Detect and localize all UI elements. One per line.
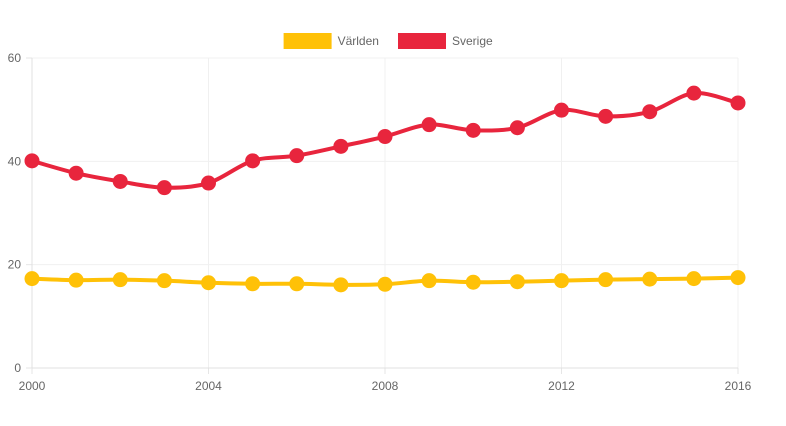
data-point[interactable] — [642, 104, 658, 120]
y-tick-label: 0 — [14, 361, 21, 375]
tick-labels: 0 20 40 60 2000 2004 2008 2012 2016 — [8, 51, 752, 393]
series-sverige — [24, 85, 746, 196]
series-group — [24, 85, 746, 293]
grid-lines — [32, 57, 739, 368]
axes — [26, 57, 739, 374]
y-tick-label: 60 — [8, 51, 22, 65]
data-point[interactable] — [245, 276, 261, 292]
data-point[interactable] — [509, 274, 525, 290]
x-tick-label: 2016 — [725, 379, 752, 393]
legend-label: Sverige — [452, 34, 493, 48]
legend-item[interactable]: Världen — [283, 33, 379, 49]
y-tick-label: 20 — [8, 258, 22, 272]
x-tick-label: 2008 — [372, 379, 399, 393]
data-point[interactable] — [465, 122, 481, 138]
data-point[interactable] — [24, 153, 40, 169]
data-point[interactable] — [201, 175, 216, 191]
data-point[interactable] — [377, 129, 393, 145]
data-point[interactable] — [156, 273, 172, 289]
data-point[interactable] — [289, 276, 305, 292]
data-point[interactable] — [201, 275, 216, 291]
data-point[interactable] — [642, 271, 658, 287]
data-point[interactable] — [68, 272, 84, 288]
data-point[interactable] — [156, 180, 172, 196]
data-point[interactable] — [333, 277, 349, 293]
data-point[interactable] — [245, 153, 261, 169]
legend-label: Världen — [338, 34, 379, 48]
data-point[interactable] — [730, 95, 746, 111]
data-point[interactable] — [730, 270, 746, 286]
legend-swatch — [283, 33, 332, 49]
data-point[interactable] — [509, 120, 525, 136]
data-point[interactable] — [554, 273, 569, 289]
y-tick-label: 40 — [8, 154, 22, 168]
data-point[interactable] — [421, 117, 437, 133]
x-tick-label: 2000 — [19, 379, 46, 393]
legend[interactable]: Världen Sverige — [283, 33, 493, 49]
data-point[interactable] — [112, 173, 128, 189]
data-point[interactable] — [598, 272, 614, 288]
legend-item[interactable]: Sverige — [398, 33, 493, 49]
data-point[interactable] — [465, 274, 481, 290]
data-point[interactable] — [377, 276, 393, 292]
data-point[interactable] — [686, 271, 702, 287]
series-v-rlden — [24, 270, 746, 293]
data-point[interactable] — [24, 271, 40, 287]
data-point[interactable] — [289, 148, 305, 164]
data-point[interactable] — [554, 102, 569, 118]
data-point[interactable] — [68, 165, 84, 181]
legend-swatch — [398, 33, 446, 49]
data-point[interactable] — [686, 85, 702, 101]
x-tick-label: 2004 — [195, 379, 222, 393]
data-point[interactable] — [112, 272, 128, 288]
x-tick-label: 2012 — [548, 379, 575, 393]
data-point[interactable] — [598, 108, 614, 124]
data-point[interactable] — [421, 273, 437, 289]
data-point[interactable] — [333, 138, 349, 154]
